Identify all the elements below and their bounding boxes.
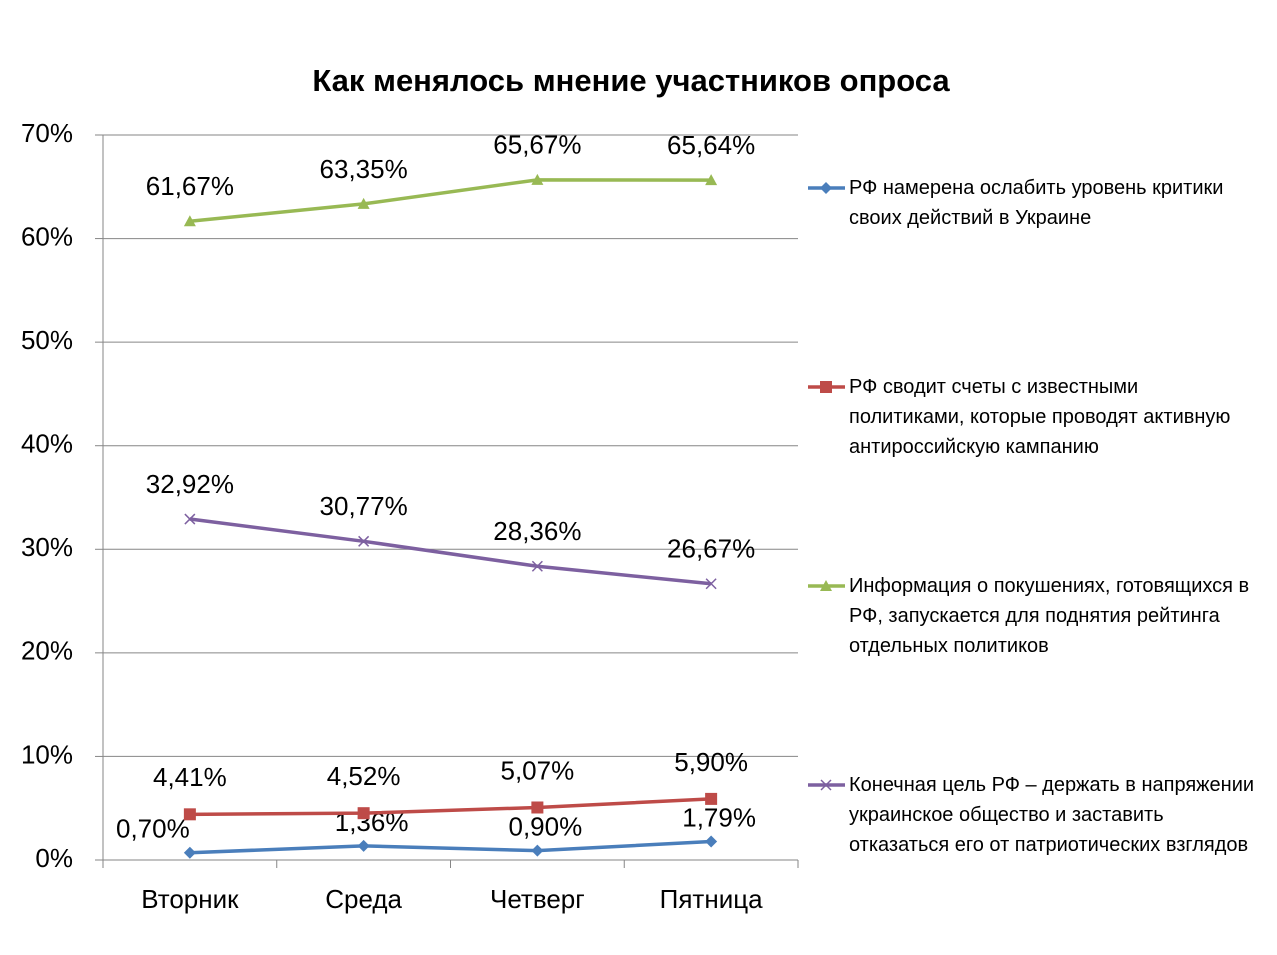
data-label: 0,90%	[509, 812, 583, 842]
series-line	[189, 517, 712, 586]
data-label: 61,67%	[146, 171, 234, 201]
x-tick-label: Пятница	[660, 884, 763, 914]
y-tick-label: 50%	[21, 325, 73, 355]
series-line	[189, 797, 712, 817]
data-point	[357, 839, 370, 852]
x-tick-label: Среда	[325, 884, 402, 914]
legend-marker	[820, 779, 832, 791]
data-point	[705, 578, 717, 590]
data-label: 4,41%	[153, 762, 227, 792]
data-point	[183, 215, 196, 227]
data-label: 0,70%	[116, 814, 190, 844]
data-label: 26,67%	[667, 534, 755, 564]
y-tick-label: 40%	[21, 429, 73, 459]
y-tick-label: 0%	[35, 843, 73, 873]
data-point	[531, 801, 544, 814]
data-point	[357, 807, 370, 820]
data-label: 30,77%	[320, 491, 408, 521]
legend-label: РФ сводит счеты с известными политиками,…	[849, 376, 1231, 458]
legend-label: Информация о покушениях, готовящихся в Р…	[849, 575, 1250, 657]
data-label: 63,35%	[320, 154, 408, 184]
legend-label: Конечная цель РФ – держать в напряжении …	[849, 774, 1255, 856]
x-tick-label: Вторник	[141, 884, 239, 914]
data-point	[705, 174, 718, 186]
data-label: 65,67%	[493, 130, 581, 160]
y-tick-label: 20%	[21, 636, 73, 666]
chart-title: Как менялось мнение участников опроса	[312, 63, 950, 98]
data-label: 5,90%	[674, 747, 748, 777]
y-tick-label: 30%	[21, 532, 73, 562]
data-label: 28,36%	[493, 516, 581, 546]
data-point	[531, 844, 544, 857]
x-tick-label: Четверг	[490, 884, 585, 914]
data-point	[358, 535, 370, 547]
legend-marker	[820, 182, 832, 194]
data-label: 4,52%	[327, 761, 401, 791]
data-point	[183, 808, 196, 821]
data-label: 32,92%	[146, 469, 234, 499]
series-line	[189, 839, 712, 855]
data-point	[705, 835, 718, 848]
data-label: 1,79%	[682, 802, 756, 832]
data-point	[357, 197, 370, 209]
y-tick-label: 10%	[21, 739, 73, 769]
data-point	[183, 846, 196, 859]
data-point	[531, 173, 544, 185]
legend-marker	[820, 580, 832, 591]
data-point	[705, 792, 718, 805]
y-tick-label: 70%	[21, 118, 73, 148]
data-label: 5,07%	[501, 755, 575, 785]
data-label: 65,64%	[667, 130, 755, 160]
data-point	[531, 560, 543, 572]
legend-label: РФ намерена ослабить уровень критики сво…	[849, 177, 1224, 229]
y-tick-label: 60%	[21, 221, 73, 251]
series-line	[189, 178, 712, 224]
legend-marker	[820, 381, 832, 393]
data-point	[184, 513, 196, 525]
